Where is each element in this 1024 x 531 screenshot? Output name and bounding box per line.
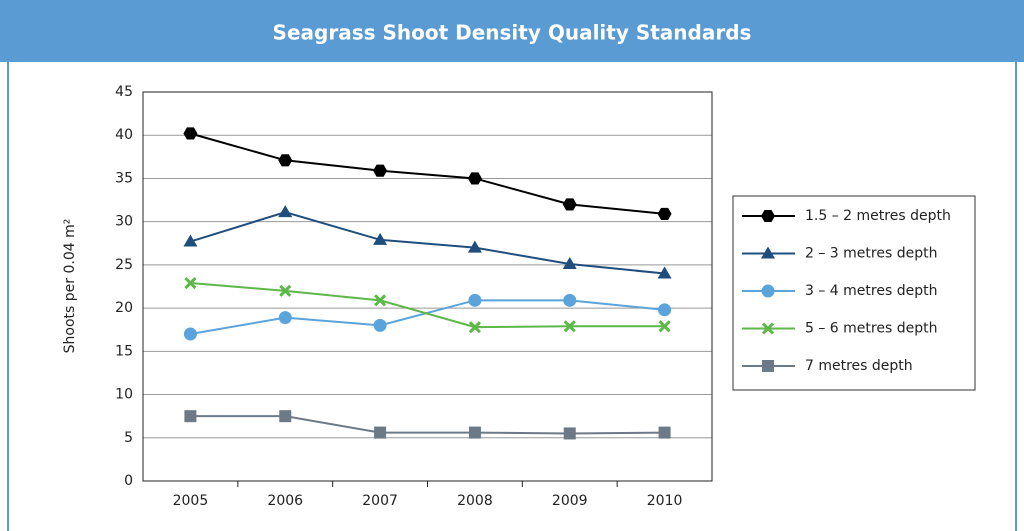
legend-label: 7 metres depth: [805, 358, 913, 374]
marker: [468, 426, 481, 439]
marker: [373, 164, 388, 177]
marker: [761, 284, 775, 298]
y-tick-label: 45: [115, 84, 133, 100]
marker: [762, 360, 774, 372]
legend-label: 5 – 6 metres depth: [805, 321, 937, 337]
marker: [761, 322, 775, 335]
x-tick-label: 2009: [552, 493, 588, 509]
series-line: [190, 211, 665, 275]
marker: [374, 294, 387, 307]
title-bar: [0, 0, 1024, 62]
marker: [562, 257, 577, 270]
x-tick-label: 2005: [173, 493, 209, 509]
marker: [278, 205, 293, 218]
marker: [562, 198, 577, 211]
marker: [279, 410, 292, 423]
marker: [183, 127, 198, 140]
y-tick-label: 10: [115, 387, 133, 403]
marker: [563, 427, 576, 440]
marker: [468, 321, 481, 334]
y-tick-label: 0: [124, 473, 133, 489]
series-line: [190, 415, 665, 435]
legend-label: 3 – 4 metres depth: [805, 283, 937, 299]
x-tick-label: 2010: [647, 493, 683, 509]
marker: [657, 266, 672, 279]
marker: [278, 154, 293, 167]
legend-label: 2 – 3 metres depth: [805, 246, 937, 262]
marker: [373, 318, 387, 332]
marker: [183, 327, 197, 341]
y-tick-label: 35: [115, 170, 133, 186]
legend-label: 1.5 – 2 metres depth: [805, 208, 951, 224]
marker: [184, 276, 197, 290]
series-line: [190, 132, 665, 215]
marker: [563, 293, 577, 307]
x-tick-label: 2007: [362, 493, 398, 509]
marker: [467, 240, 482, 253]
y-tick-label: 30: [115, 214, 133, 230]
marker: [373, 232, 388, 245]
y-tick-label: 15: [115, 343, 133, 359]
y-tick-label: 5: [124, 430, 133, 446]
x-tick-label: 2006: [267, 493, 303, 509]
marker: [657, 207, 672, 220]
series-line: [190, 282, 665, 329]
series-line: [190, 299, 665, 336]
marker: [278, 311, 292, 325]
marker: [761, 209, 775, 223]
marker: [468, 293, 482, 307]
y-tick-label: 40: [115, 127, 133, 143]
y-tick-label: 20: [115, 300, 133, 316]
marker: [658, 426, 671, 439]
marker: [563, 320, 576, 333]
y-tick-label: 25: [115, 257, 133, 273]
marker: [374, 426, 387, 439]
marker: [183, 234, 198, 247]
marker: [761, 246, 775, 259]
chart-title: Seagrass Shoot Density Quality Standards: [273, 21, 752, 45]
marker: [467, 172, 482, 185]
x-tick-label: 2008: [457, 493, 493, 509]
marker: [658, 303, 672, 317]
y-axis-label: Shoots per 0.04 m²: [62, 219, 78, 354]
marker: [184, 410, 197, 423]
marker: [658, 320, 671, 333]
marker: [279, 284, 292, 297]
